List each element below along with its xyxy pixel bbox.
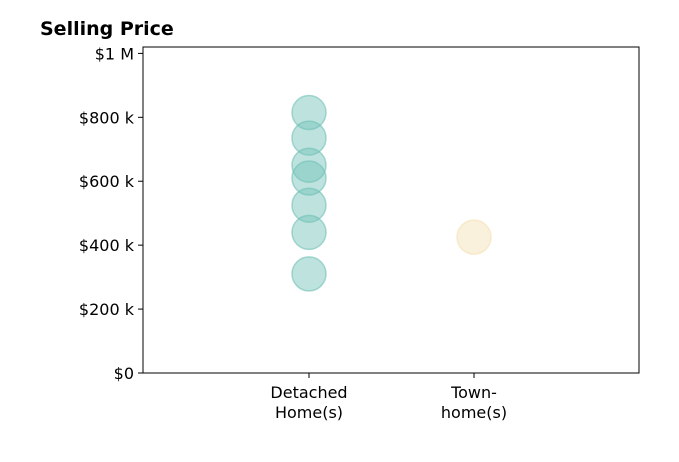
- y-tick-label: $0: [114, 364, 134, 383]
- y-tick-label: $600 k: [79, 172, 135, 191]
- y-tick-label: $400 k: [79, 236, 135, 255]
- x-tick-label: Detached Home(s): [270, 383, 347, 422]
- data-point: [291, 160, 327, 196]
- data-point: [456, 219, 492, 255]
- y-tick-label: $800 k: [79, 108, 135, 127]
- data-point: [291, 256, 327, 292]
- x-tick-label: Town-home(s): [441, 383, 507, 422]
- data-point: [291, 214, 327, 251]
- y-tick-label: $1 M: [95, 44, 134, 63]
- data-point: [291, 120, 327, 156]
- y-axis: $0 $200 k $400 k $600 k $800 k $1 M: [79, 44, 143, 383]
- scatter-points: [291, 94, 492, 292]
- data-point: [291, 147, 327, 184]
- chart-title: Selling Price: [40, 18, 174, 40]
- plot-frame: [142, 46, 640, 374]
- data-point: [291, 187, 327, 223]
- y-tick-label: $200 k: [79, 300, 135, 319]
- x-axis: Detached Home(s) Town-home(s): [270, 373, 507, 422]
- data-point: [291, 94, 327, 131]
